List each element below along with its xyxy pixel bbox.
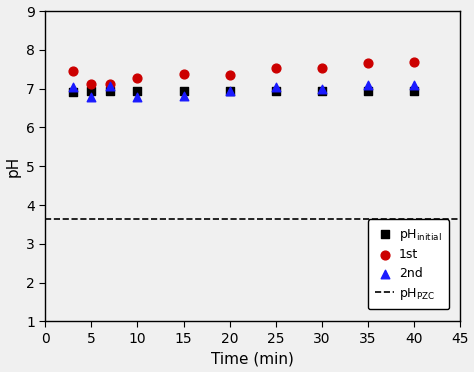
pH$_\mathrm{initial}$ [69, 89, 77, 95]
1st [226, 72, 233, 78]
2nd [272, 84, 279, 90]
1st [88, 81, 95, 87]
2nd [318, 86, 325, 92]
2nd [410, 82, 418, 88]
pH$_\mathrm{initial}$ [180, 89, 187, 94]
pH$_\mathrm{PZC}$ [43, 217, 48, 221]
1st [318, 65, 325, 71]
pH$_\mathrm{initial}$ [226, 89, 233, 94]
Legend: pH$_\mathrm{initial}$, 1st, 2nd, pH$_\mathrm{PZC}$: pH$_\mathrm{initial}$, 1st, 2nd, pH$_\ma… [368, 219, 449, 309]
pH$_\mathrm{initial}$ [134, 89, 141, 94]
pH$_\mathrm{initial}$ [272, 88, 279, 94]
2nd [180, 93, 187, 99]
1st [106, 81, 114, 87]
2nd [364, 82, 372, 88]
2nd [88, 94, 95, 100]
Y-axis label: pH: pH [6, 155, 20, 177]
1st [180, 71, 187, 77]
1st [272, 65, 279, 71]
pH$_\mathrm{initial}$ [410, 89, 418, 94]
pH$_\mathrm{initial}$ [106, 89, 114, 94]
pH$_\mathrm{PZC}$ [52, 217, 57, 221]
pH$_\mathrm{initial}$ [318, 89, 325, 94]
2nd [69, 84, 77, 90]
1st [134, 75, 141, 81]
2nd [134, 94, 141, 100]
2nd [106, 83, 114, 89]
pH$_\mathrm{initial}$ [88, 88, 95, 94]
2nd [226, 89, 233, 94]
X-axis label: Time (min): Time (min) [211, 352, 294, 366]
1st [364, 61, 372, 67]
pH$_\mathrm{initial}$ [364, 89, 372, 94]
1st [69, 68, 77, 74]
1st [410, 59, 418, 65]
